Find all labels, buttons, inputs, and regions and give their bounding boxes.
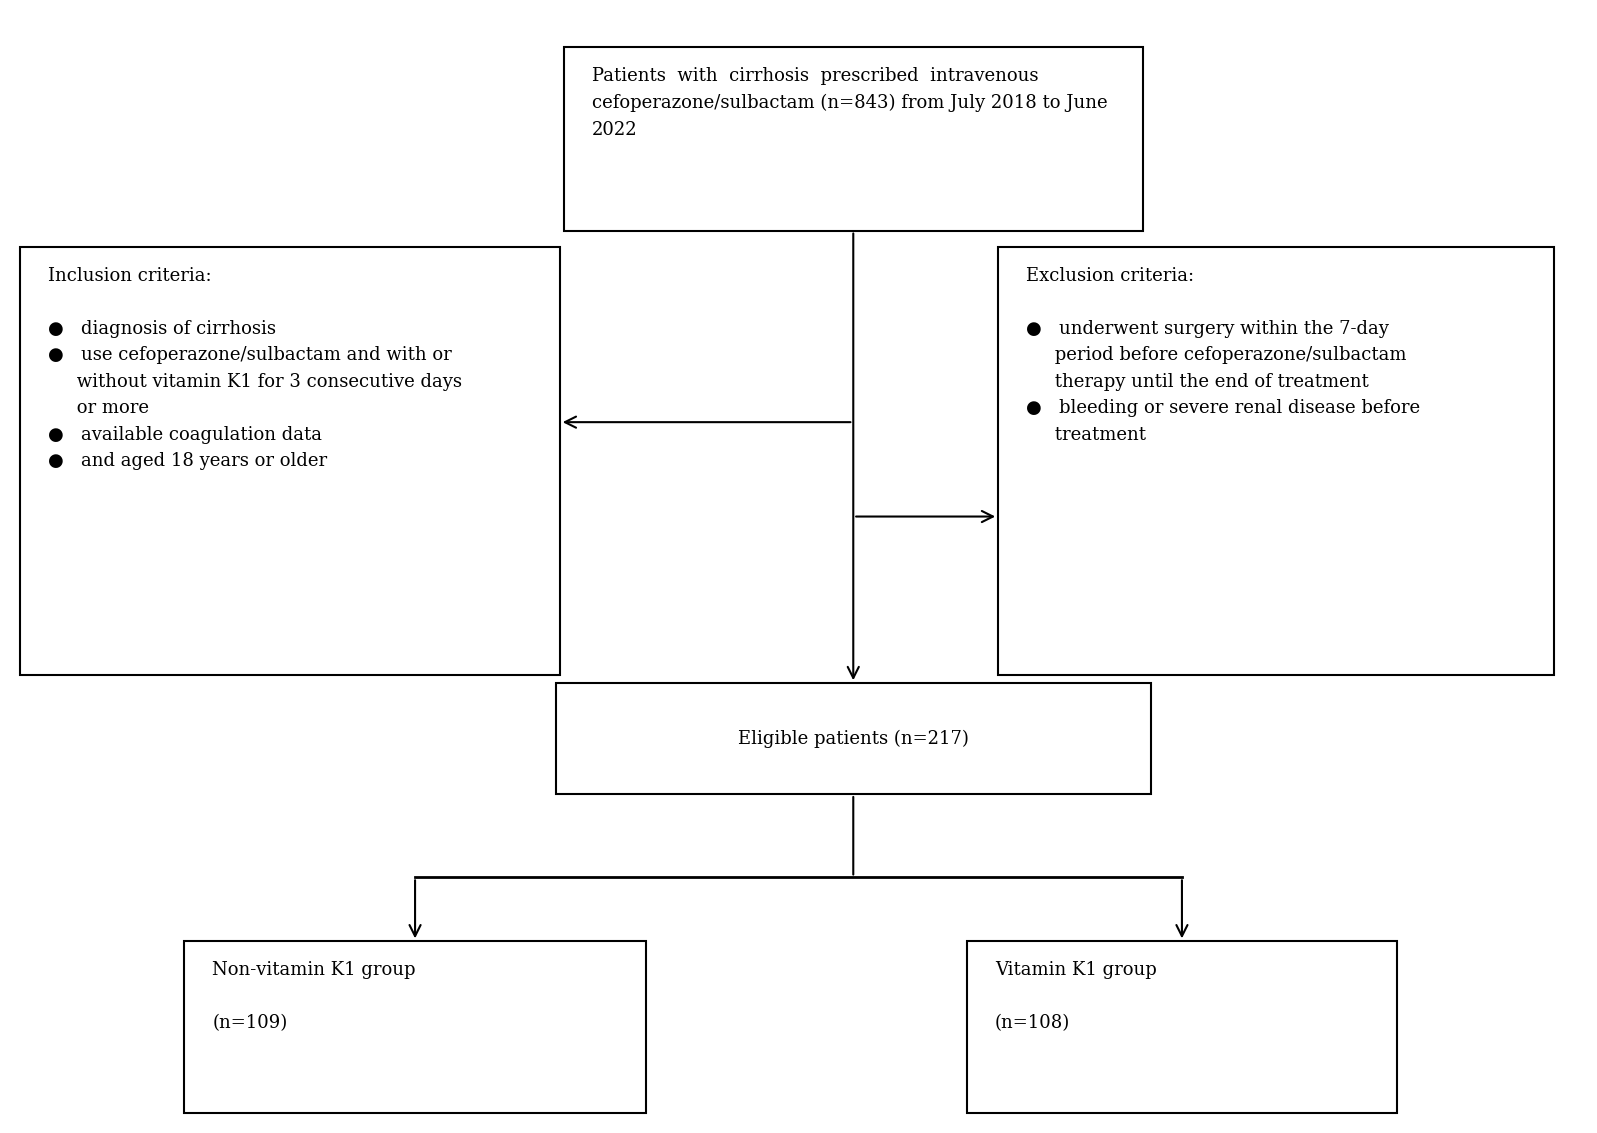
Text: Non-vitamin K1 group

(n=109): Non-vitamin K1 group (n=109) [212, 961, 415, 1032]
FancyBboxPatch shape [966, 942, 1397, 1114]
Text: Exclusion criteria:

●   underwent surgery within the 7-day
     period before c: Exclusion criteria: ● underwent surgery … [1027, 267, 1420, 444]
Text: Eligible patients (n=217): Eligible patients (n=217) [738, 730, 969, 748]
Text: Patients  with  cirrhosis  prescribed  intravenous
cefoperazone/sulbactam (n=843: Patients with cirrhosis prescribed intra… [592, 67, 1108, 138]
FancyBboxPatch shape [184, 942, 645, 1114]
FancyBboxPatch shape [19, 247, 561, 675]
Text: Vitamin K1 group

(n=108): Vitamin K1 group (n=108) [995, 961, 1156, 1032]
Text: Inclusion criteria:

●   diagnosis of cirrhosis
●   use cefoperazone/sulbactam a: Inclusion criteria: ● diagnosis of cirrh… [48, 267, 462, 470]
FancyBboxPatch shape [998, 247, 1554, 675]
FancyBboxPatch shape [556, 683, 1150, 794]
FancyBboxPatch shape [564, 48, 1143, 231]
